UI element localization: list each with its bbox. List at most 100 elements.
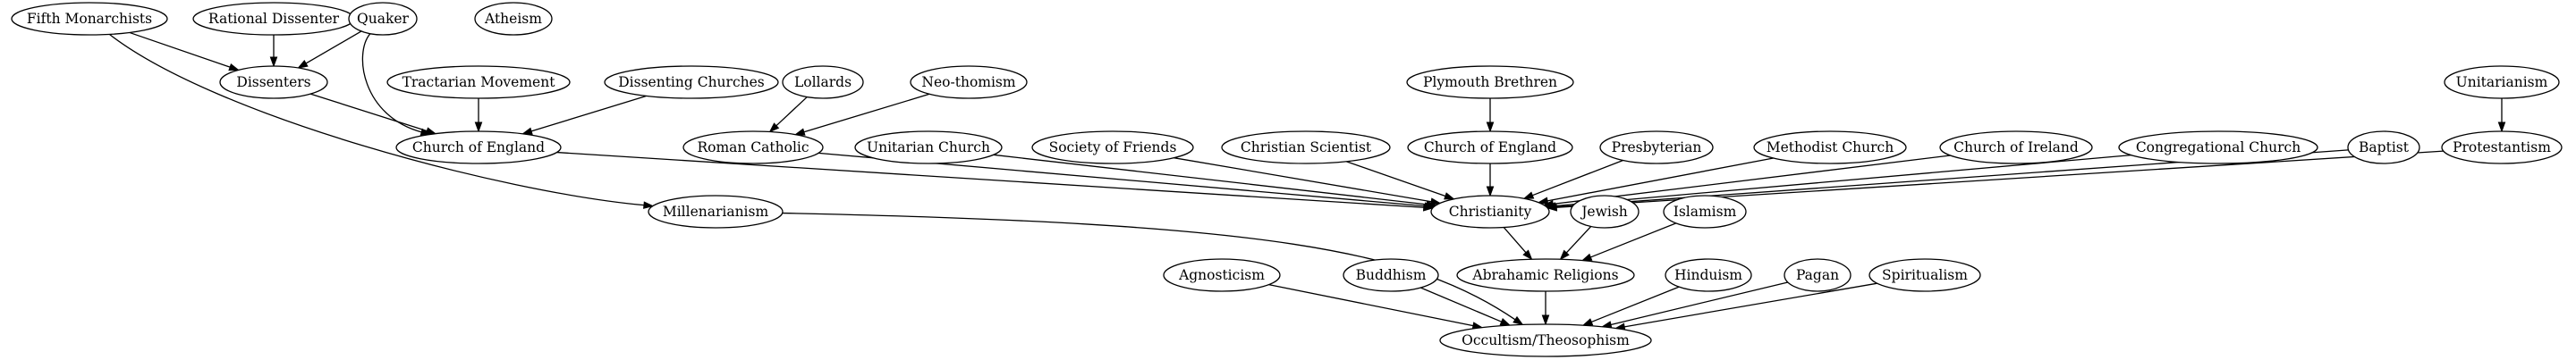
edge-line — [1268, 283, 1474, 327]
node-label: Abrahamic Religions — [1471, 267, 1618, 283]
edge-line — [361, 33, 422, 133]
node-shape — [648, 195, 784, 229]
node-abrahamic-religions: Abrahamic Religions — [1456, 258, 1635, 292]
node-label: Church of England — [1424, 139, 1556, 155]
edge-dissenting-churches-to-church-of-england-1 — [521, 95, 647, 135]
edge-arrowhead — [521, 127, 533, 135]
node-shape — [1939, 130, 2093, 164]
node-shape — [474, 2, 553, 36]
node-christian-scientist: Christian Scientist — [1221, 130, 1391, 164]
node-pagan: Pagan — [1784, 258, 1852, 292]
edge-line — [803, 93, 930, 133]
node-agnosticism: Agnosticism — [1163, 258, 1281, 292]
edge-methodist-church-to-christianity — [1537, 157, 1774, 205]
edge-rational-dissenter-to-dissenters — [269, 35, 278, 68]
node-label: Protestantism — [2453, 139, 2551, 155]
node-presbyterian: Presbyterian — [1599, 130, 1714, 164]
edge-line — [530, 95, 647, 132]
node-label: Occultism/Theosophism — [1462, 332, 1630, 348]
edge-line — [1610, 281, 1788, 326]
node-label: Neo-thomism — [921, 74, 1015, 90]
edge-arrowhead — [1541, 314, 1550, 326]
node-label: Islamism — [1674, 204, 1737, 220]
node-shape — [11, 2, 168, 36]
edge-plymouth-brethren-to-church-of-england-2 — [1486, 98, 1495, 133]
node-shape — [1430, 195, 1550, 229]
graph-nodes: Fifth Monarchists Rational Dissenter Quake… — [11, 2, 2563, 357]
node-label: Lollards — [794, 74, 852, 90]
edge-line — [1532, 159, 1623, 197]
edge-arrowhead — [1537, 197, 1549, 205]
node-label: Roman Catholic — [697, 139, 809, 155]
edge-arrowhead — [297, 60, 309, 69]
edge-line — [129, 31, 231, 68]
node-label: Spiritualism — [1882, 267, 1968, 283]
edge-arrowhead — [1559, 249, 1570, 261]
node-label: Millenarianism — [663, 204, 769, 220]
node-label: Unitarian Church — [867, 139, 990, 155]
node-label: Fifth Monarchists — [27, 11, 152, 27]
node-shape — [1439, 323, 1652, 357]
edge-line — [782, 212, 1516, 321]
node-label: Christian Scientist — [1241, 139, 1372, 155]
node-shape — [1031, 130, 1194, 164]
node-label: Pagan — [1796, 267, 1839, 283]
node-shape — [1407, 130, 1573, 164]
edge-society-of-friends-to-christianity — [1174, 157, 1442, 205]
node-shape — [1163, 258, 1281, 292]
edge-line — [1419, 287, 1502, 322]
node-label: Atheism — [484, 11, 542, 27]
edge-arrowhead — [1486, 186, 1495, 197]
node-label: Dissenting Churches — [618, 74, 765, 90]
node-church-of-england-2: Church of England — [1407, 130, 1573, 164]
node-tractarian-movement: Tractarian Movement — [386, 65, 571, 99]
node-label: Buddhism — [1356, 267, 1427, 283]
node-quaker: Quaker — [348, 2, 418, 36]
node-label: Church of England — [412, 139, 545, 155]
edge-arrowhead — [1444, 192, 1455, 200]
node-atheism: Atheism — [474, 2, 553, 36]
node-shape — [1343, 258, 1439, 292]
node-shape — [854, 130, 1003, 164]
node-label: Agnosticism — [1178, 267, 1265, 283]
edge-arrowhead — [1581, 318, 1594, 326]
edge-line — [1174, 157, 1432, 203]
node-label: Plymouth Brethren — [1423, 74, 1557, 90]
node-dissenting-churches: Dissenting Churches — [604, 65, 779, 99]
node-shape — [2347, 130, 2420, 164]
node-shape — [1406, 65, 1574, 99]
edge-arrowhead — [1546, 203, 1558, 212]
edge-presbyterian-to-christianity — [1522, 159, 1623, 199]
edge-christianity-to-abrahamic-religions — [1503, 227, 1533, 261]
edge-neo-thomism-to-roman-catholic — [793, 93, 930, 136]
edge-buddhism-to-occultism-theosophism — [1419, 287, 1512, 326]
node-shape — [1663, 195, 1747, 229]
node-church-of-england-1: Church of England — [395, 130, 562, 164]
edge-line — [1503, 227, 1527, 254]
node-shape — [1221, 130, 1391, 164]
edge-arrowhead — [474, 121, 483, 133]
node-label: Unitarianism — [2456, 74, 2548, 90]
edge-arrowhead — [643, 201, 655, 209]
edge-arrowhead — [228, 63, 240, 71]
node-label: Church of Ireland — [1953, 139, 2079, 155]
edge-line — [1553, 155, 1951, 205]
node-shape — [1753, 130, 1907, 164]
edge-line — [1623, 282, 1877, 328]
edge-arrowhead — [1580, 253, 1593, 262]
node-shape — [910, 65, 1028, 99]
node-christianity: Christianity — [1430, 195, 1550, 229]
edge-line — [108, 33, 645, 206]
node-shape — [2444, 65, 2560, 99]
edge-millenarianism-to-occultism-theosophism — [782, 212, 1524, 326]
node-shape — [386, 65, 571, 99]
node-unitarian-church: Unitarian Church — [854, 130, 1003, 164]
edge-line — [1345, 161, 1446, 197]
edge-line — [993, 154, 1428, 205]
edge-line — [775, 96, 808, 127]
edge-arrowhead — [768, 122, 780, 133]
node-society-of-friends: Society of Friends — [1031, 130, 1194, 164]
node-occultism-theosophism: Occultism/Theosophism — [1439, 323, 1652, 357]
node-shape — [1784, 258, 1852, 292]
node-spiritualism: Spiritualism — [1868, 258, 1981, 292]
